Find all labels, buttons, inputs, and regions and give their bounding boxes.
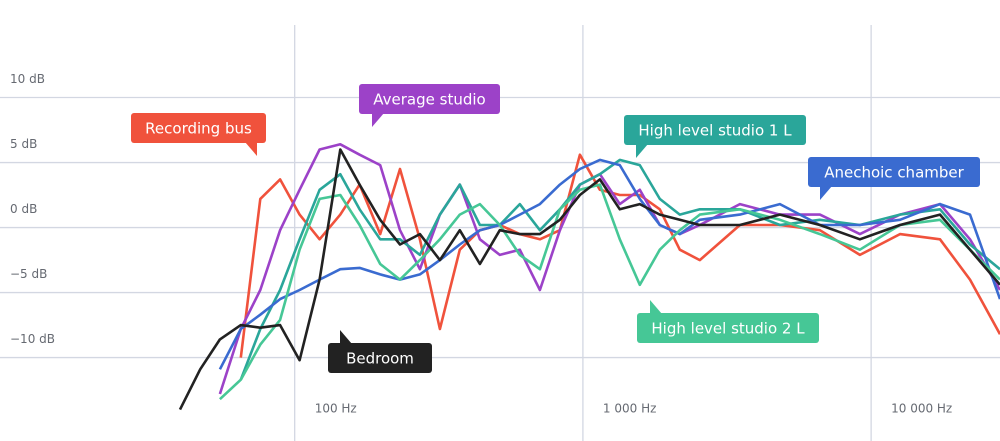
series-label: High level studio 2 L: [637, 300, 819, 343]
label-pointer: [245, 142, 257, 156]
series-line: [219, 183, 1000, 401]
label-pointer: [340, 330, 352, 344]
y-tick-label: −10 dB: [10, 332, 55, 346]
legend-label: High level studio 1 L: [638, 122, 792, 140]
series-label: Recording bus: [131, 113, 266, 156]
legend-label: Anechoic chamber: [824, 164, 964, 182]
series-label: Average studio: [359, 84, 500, 127]
label-box: [328, 343, 432, 373]
y-tick-label: 0 dB: [10, 202, 37, 216]
label-box: [359, 84, 500, 114]
label-pointer: [650, 300, 662, 314]
label-box: [637, 313, 819, 343]
label-pointer: [372, 113, 384, 127]
x-tick-label: 10 000 Hz: [891, 402, 952, 416]
series-label: Anechoic chamber: [808, 157, 980, 200]
y-tick-label: 5 dB: [10, 137, 37, 151]
label-pointer: [636, 144, 648, 158]
series-line: [218, 158, 1000, 370]
label-box: [808, 157, 980, 187]
x-tick-label: 100 Hz: [315, 402, 357, 416]
x-tick-label: 1 000 Hz: [603, 402, 657, 416]
series-line: [178, 148, 1000, 411]
y-tick-label: −5 dB: [10, 267, 47, 281]
series-label: High level studio 1 L: [624, 115, 806, 158]
legend-label: Recording bus: [145, 120, 252, 138]
series-line: [239, 153, 1000, 358]
legend-label: Bedroom: [346, 350, 414, 368]
label-pointer: [820, 186, 832, 200]
series-line: [218, 143, 1000, 395]
series-label: Bedroom: [328, 330, 432, 373]
legend-label: Average studio: [373, 91, 485, 109]
label-box: [131, 113, 266, 143]
label-box: [624, 115, 806, 145]
y-tick-label: 10 dB: [10, 72, 45, 86]
legend-label: High level studio 2 L: [651, 320, 805, 338]
